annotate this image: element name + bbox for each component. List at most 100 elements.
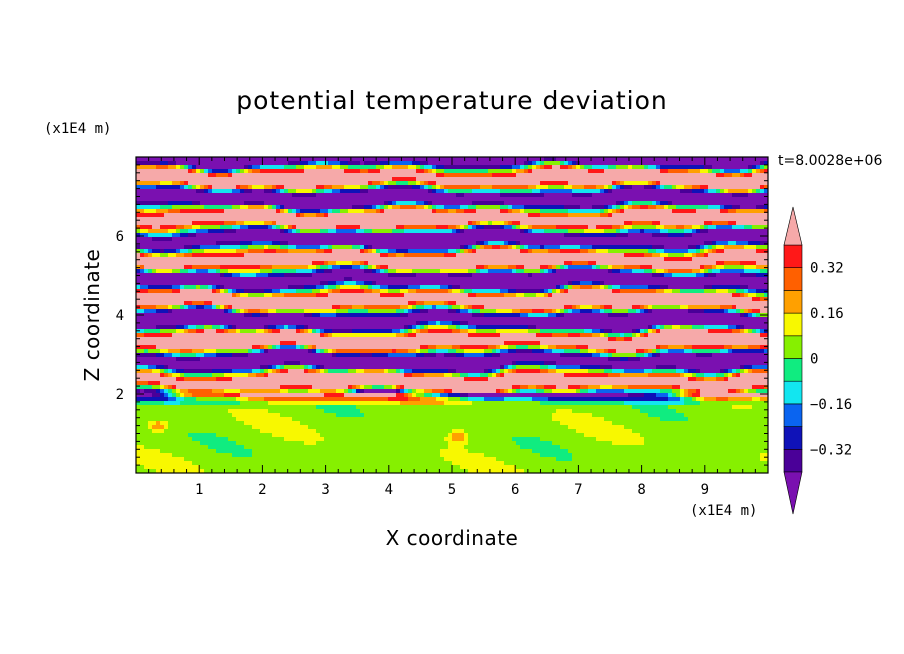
contour-cell xyxy=(500,233,505,238)
contour-cell xyxy=(216,201,221,206)
contour-cell xyxy=(440,257,445,262)
contour-cell xyxy=(688,193,693,198)
contour-cell xyxy=(496,165,501,170)
contour-cell xyxy=(372,257,377,262)
contour-cell xyxy=(468,161,473,166)
contour-cell xyxy=(508,233,513,238)
contour-cell xyxy=(424,245,429,250)
contour-cell xyxy=(360,217,365,222)
contour-cell xyxy=(340,217,345,222)
contour-cell xyxy=(516,225,521,230)
contour-cell xyxy=(448,173,453,178)
contour-cell xyxy=(300,185,305,190)
contour-cell xyxy=(684,221,689,226)
contour-cell xyxy=(380,225,385,230)
contour-cell xyxy=(644,169,649,174)
contour-cell xyxy=(364,161,369,166)
contour-cell xyxy=(412,213,417,218)
contour-cell xyxy=(424,229,429,234)
contour-cell xyxy=(360,273,365,278)
contour-cell xyxy=(256,197,261,202)
contour-cell xyxy=(424,225,429,230)
contour-cell xyxy=(368,209,373,214)
contour-cell xyxy=(588,177,593,182)
contour-cell xyxy=(320,185,325,190)
contour-cell xyxy=(532,165,537,170)
contour-cell xyxy=(560,209,565,214)
contour-cell xyxy=(268,249,273,254)
contour-cell xyxy=(528,253,533,258)
contour-cell xyxy=(216,169,221,174)
contour-cell xyxy=(668,201,673,206)
contour-cell xyxy=(272,185,277,190)
contour-cell xyxy=(684,249,689,254)
contour-cell xyxy=(268,165,273,170)
contour-cell xyxy=(732,209,737,214)
contour-cell xyxy=(656,161,661,166)
contour-cell xyxy=(588,253,593,258)
contour-cell xyxy=(208,265,213,270)
contour-cell xyxy=(596,229,601,234)
contour-cell xyxy=(328,249,333,254)
contour-cell xyxy=(300,165,305,170)
contour-cell xyxy=(616,221,621,226)
contour-cell xyxy=(432,221,437,226)
contour-cell xyxy=(388,269,393,274)
contour-cell xyxy=(284,241,289,246)
contour-cell xyxy=(712,221,717,226)
contour-cell xyxy=(528,265,533,270)
contour-cell xyxy=(484,257,489,262)
contour-cell xyxy=(556,229,561,234)
contour-cell xyxy=(700,205,705,210)
contour-cell xyxy=(268,189,273,194)
contour-cell xyxy=(520,229,525,234)
contour-cell xyxy=(480,185,485,190)
contour-cell xyxy=(616,173,621,178)
contour-cell xyxy=(280,273,285,278)
contour-cell xyxy=(572,213,577,218)
contour-cell xyxy=(404,257,409,262)
contour-cell xyxy=(452,281,457,286)
contour-cell xyxy=(440,213,445,218)
contour-cell xyxy=(592,221,597,226)
contour-cell xyxy=(628,193,633,198)
contour-cell xyxy=(148,237,153,242)
contour-cell xyxy=(684,157,689,162)
contour-cell xyxy=(632,209,637,214)
contour-cell xyxy=(460,221,465,226)
contour-cell xyxy=(620,269,625,274)
contour-cell xyxy=(444,193,449,198)
contour-cell xyxy=(760,249,765,254)
contour-cell xyxy=(744,257,749,262)
contour-cell xyxy=(732,269,737,274)
contour-cell xyxy=(704,161,709,166)
contour-cell xyxy=(688,213,693,218)
contour-cell xyxy=(396,181,401,186)
contour-cell xyxy=(428,177,433,182)
contour-cell xyxy=(372,229,377,234)
contour-cell xyxy=(436,173,441,178)
contour-cell xyxy=(192,177,197,182)
contour-cell xyxy=(400,173,405,178)
contour-cell xyxy=(428,265,433,270)
contour-cell xyxy=(248,261,253,266)
contour-cell xyxy=(656,229,661,234)
contour-cell xyxy=(560,201,565,206)
contour-cell xyxy=(156,165,161,170)
contour-cell xyxy=(344,217,349,222)
contour-cell xyxy=(716,245,721,250)
contour-cell xyxy=(716,205,721,210)
contour-cell xyxy=(292,265,297,270)
contour-cell xyxy=(264,257,269,262)
contour-cell xyxy=(676,217,681,222)
contour-cell xyxy=(480,157,485,162)
contour-cell xyxy=(640,257,645,262)
contour-cell xyxy=(176,237,181,242)
contour-cell xyxy=(704,257,709,262)
contour-cell xyxy=(604,185,609,190)
contour-cell xyxy=(536,265,541,270)
contour-cell xyxy=(424,265,429,270)
contour-cell xyxy=(156,193,161,198)
contour-cell xyxy=(364,189,369,194)
contour-cell xyxy=(500,217,505,222)
